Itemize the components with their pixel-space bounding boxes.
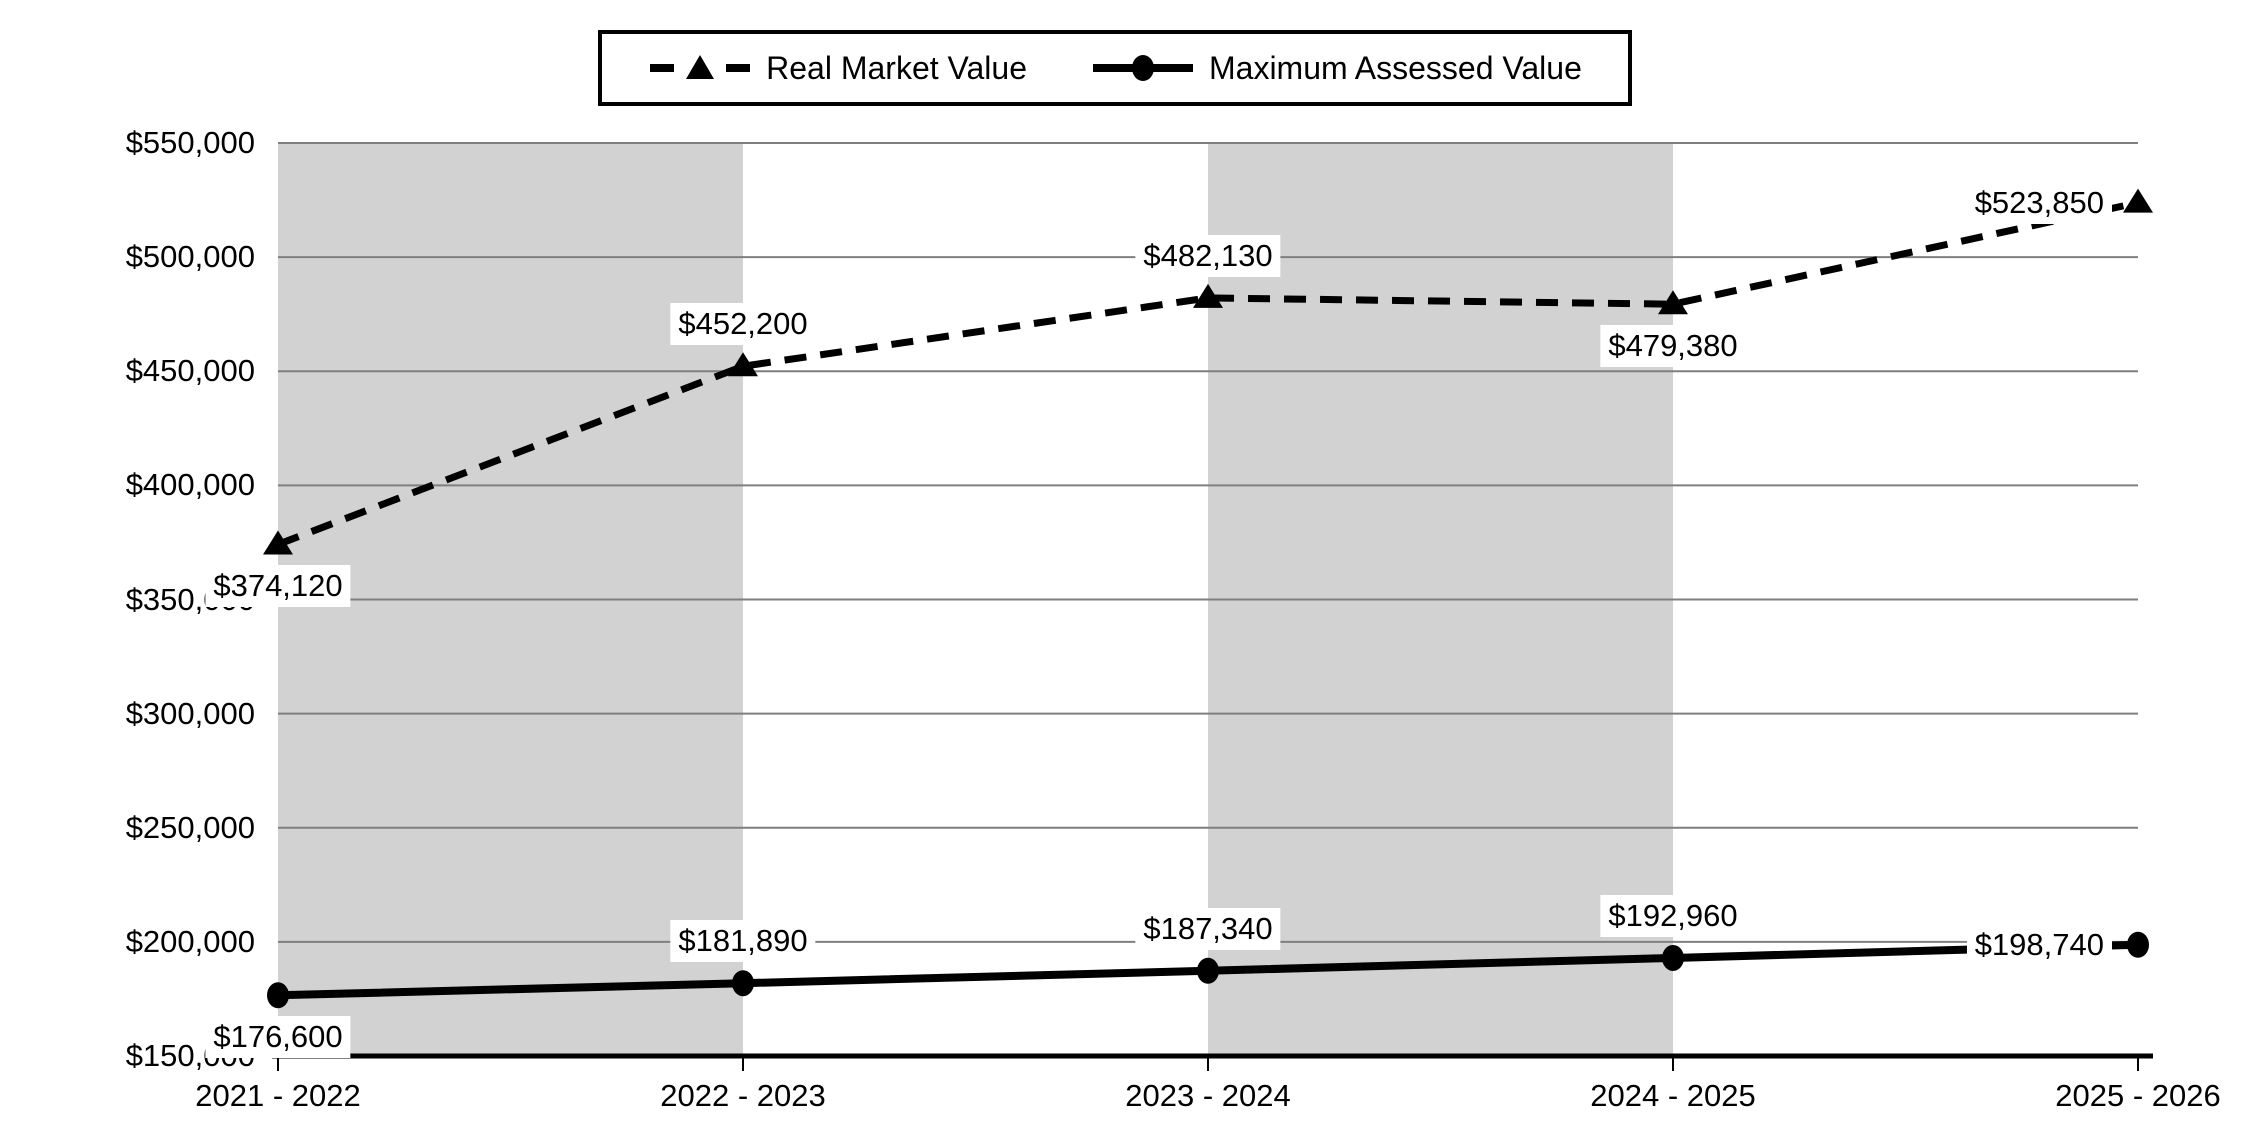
triangle-marker [728,352,758,377]
x-axis-category-label: 2021 - 2022 [195,1078,361,1113]
y-axis-tick-label: $500,000 [125,239,255,275]
legend-item-real-market-value: Real Market Value [648,50,1027,87]
legend-label-real-market-value: Real Market Value [766,49,1027,86]
data-label: $176,600 [205,1016,351,1059]
triangle-marker [1193,283,1223,308]
y-axis-tick-label: $300,000 [125,695,255,731]
y-axis-tick-label: $400,000 [125,467,255,503]
circle-marker [1197,957,1219,984]
dashed-line-triangle-icon [650,55,751,79]
data-label: $374,120 [205,565,351,608]
data-label: $482,130 [1135,234,1281,277]
data-label: $181,890 [670,920,816,963]
circle-marker [267,982,289,1009]
data-label: $198,740 [1966,923,2112,966]
x-axis-category-label: 2022 - 2023 [660,1078,826,1113]
y-axis-tick-label: $450,000 [125,353,255,389]
y-axis-tick-label: $200,000 [125,923,255,959]
x-axis-category-label: 2024 - 2025 [1590,1078,1756,1113]
chart-legend: Real Market Value Maximum Assessed Value [598,30,1632,106]
circle-marker [732,970,754,997]
triangle-marker [1658,290,1688,315]
x-axis-category-label: 2023 - 2024 [1125,1078,1291,1113]
circle-marker [2127,931,2149,958]
data-label: $523,850 [1966,181,2112,224]
triangle-marker [263,530,293,555]
data-label: $192,960 [1600,894,1746,937]
data-label: $479,380 [1600,325,1746,368]
data-label: $187,340 [1135,907,1281,950]
triangle-marker [2123,188,2153,213]
y-axis-tick-label: $250,000 [125,809,255,845]
solid-line-circle-icon [1092,55,1193,81]
circle-marker [1662,944,1684,971]
series-line-real-market-value [276,199,2139,548]
data-label: $452,200 [670,303,816,346]
y-axis-tick-label: $550,000 [125,125,255,160]
legend-item-maximum-assessed-value: Maximum Assessed Value [1091,50,1582,87]
x-axis-category-label: 2025 - 2026 [2055,1078,2221,1113]
legend-label-maximum-assessed-value: Maximum Assessed Value [1208,49,1582,86]
